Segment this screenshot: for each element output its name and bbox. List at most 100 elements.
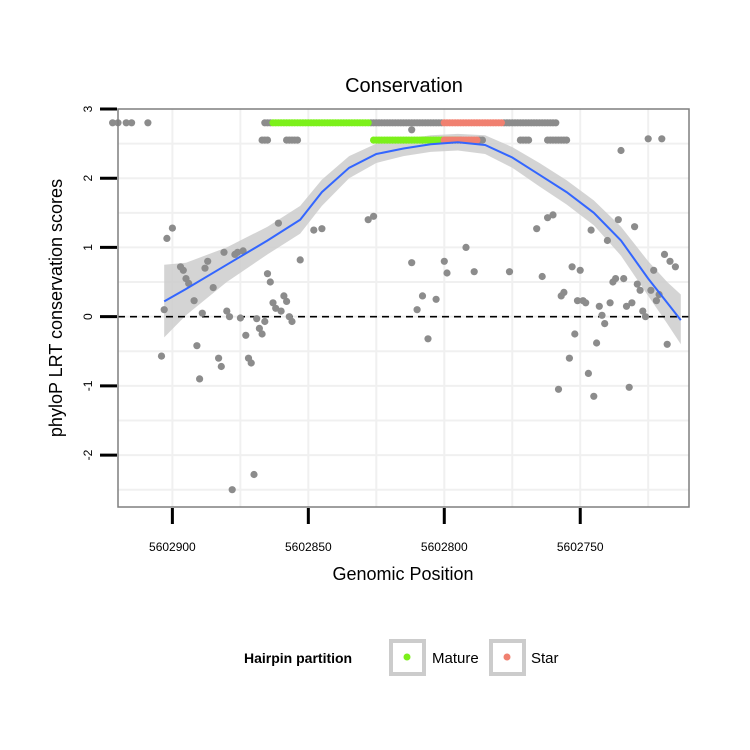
data-point-other [538, 272, 546, 281]
data-point-other [144, 119, 152, 127]
data-point-other [128, 119, 136, 127]
x-tick-label: 5602850 [285, 540, 332, 554]
data-point-other [612, 275, 620, 283]
data-point-other [418, 292, 427, 300]
data-point-other [565, 354, 574, 362]
data-point-other [573, 297, 582, 305]
y-tick-label: 2 [81, 175, 95, 182]
data-point-other [644, 135, 652, 143]
data-point-other [193, 342, 201, 350]
data-point-star [473, 136, 481, 144]
y-axis: -2 -1 0 1 2 3 [81, 105, 117, 460]
legend-dot-star [503, 653, 511, 661]
legend-title: Hairpin partition [244, 650, 352, 666]
data-point-other [215, 354, 223, 362]
data-point-other [587, 226, 595, 234]
data-point-other [593, 339, 601, 347]
data-point-other [671, 263, 680, 271]
data-point-other [198, 309, 206, 317]
data-point-other [666, 257, 674, 265]
data-point-other [239, 247, 247, 255]
data-point-other [247, 359, 255, 367]
data-point-other [204, 257, 212, 265]
data-point-other [443, 269, 451, 277]
data-point-other [639, 307, 647, 315]
data-point-other [631, 223, 639, 231]
data-point-other [310, 226, 318, 234]
legend: Hairpin partition Mature Star [244, 639, 559, 676]
y-tick-label: 3 [81, 105, 95, 112]
plot-panel [118, 109, 689, 507]
data-point-other [277, 307, 285, 315]
plot-border [117, 108, 690, 508]
data-point-other [576, 266, 584, 274]
data-point-other [525, 136, 533, 144]
data-point-other [617, 146, 625, 155]
data-point-other [622, 302, 631, 310]
legend-key-mature [389, 639, 426, 676]
legend-entry-star: Star [489, 639, 559, 676]
data-point-other [283, 297, 291, 305]
data-point-other [652, 297, 661, 305]
data-point-other [258, 330, 266, 338]
data-point-other [196, 375, 204, 383]
data-point-other [533, 225, 541, 233]
data-point-other [274, 219, 282, 227]
data-point-other [641, 313, 650, 321]
data-point-other [163, 234, 171, 242]
smooth-line-layer [163, 141, 682, 321]
data-point-other [424, 335, 432, 343]
y-tick-label: 0 [81, 313, 95, 320]
data-point-other [413, 306, 421, 314]
data-point-other [263, 270, 272, 278]
data-point-mature [364, 119, 372, 127]
data-point-other [179, 266, 187, 274]
data-point-other [253, 315, 261, 323]
data-point-other [614, 216, 622, 224]
data-point-other [636, 286, 644, 294]
y-tick-label: 1 [81, 244, 95, 251]
data-point-other [220, 248, 228, 256]
data-point-other [544, 214, 552, 222]
data-point-other [250, 470, 258, 479]
y-tick-label: -1 [81, 380, 95, 391]
data-point-other [462, 243, 470, 251]
x-axis: 5602900 5602850 5602800 5602750 [149, 508, 604, 554]
data-point-other [236, 314, 244, 322]
smooth-ribbon-layer [164, 133, 681, 345]
data-point-other [109, 119, 117, 127]
data-point-other [470, 268, 478, 276]
x-axis-label: Genomic Position [332, 564, 473, 584]
data-point-other [595, 302, 603, 310]
data-point-other [408, 259, 416, 267]
data-point-other [606, 299, 614, 307]
smooth-trend-line [163, 141, 682, 321]
data-point-other [554, 385, 563, 393]
data-point-other [658, 135, 666, 143]
data-point-other [601, 320, 609, 328]
data-point-other [242, 331, 250, 339]
data-point-other [263, 136, 272, 144]
data-point-other [590, 392, 598, 400]
data-point-other [272, 304, 280, 312]
data-point-other [568, 263, 576, 271]
legend-label-star: Star [531, 650, 559, 667]
data-point-other [225, 313, 234, 321]
data-point-other [440, 257, 448, 265]
data-point-other [549, 211, 557, 219]
data-point-other [598, 311, 606, 319]
data-point-other [432, 295, 440, 303]
data-point-other [552, 119, 560, 127]
data-point-other [269, 299, 277, 307]
legend-label-mature: Mature [432, 650, 479, 667]
data-point-other [209, 284, 217, 292]
data-point-other [157, 352, 166, 360]
smooth-confidence-ribbon [164, 133, 681, 345]
data-point-other [633, 280, 641, 288]
data-point-other [228, 486, 236, 494]
data-point-other [223, 307, 231, 315]
chart-title: Conservation [345, 75, 463, 97]
data-point-other [660, 250, 669, 258]
data-point-other [266, 278, 274, 286]
data-point-other [318, 225, 326, 233]
